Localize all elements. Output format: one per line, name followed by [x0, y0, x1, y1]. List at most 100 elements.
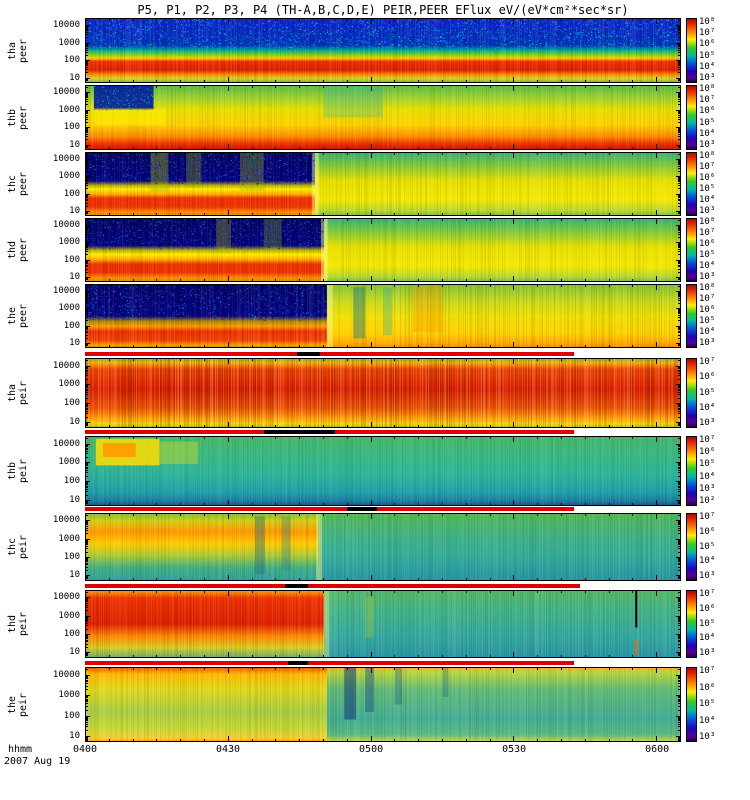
- y-tick-label: 100: [36, 711, 80, 721]
- colorbar-tick-label: 10⁷: [699, 590, 715, 599]
- y-tick-label: 100: [36, 476, 80, 486]
- colorbar-tick-label: 10⁷: [699, 29, 715, 38]
- colorbar-tick-label: 10⁴: [699, 130, 715, 139]
- y-tick-label: 10000: [36, 286, 80, 296]
- colorbar-tick-label: 10⁸: [699, 284, 715, 293]
- quality-flag-bar: [85, 352, 574, 356]
- colorbar-tick-label: 10⁵: [699, 185, 715, 194]
- colorbar-tick-label: 10⁴: [699, 404, 715, 413]
- colorbar-tick-label: 10⁶: [699, 240, 715, 249]
- colorbar-tick-label: 10⁵: [699, 119, 715, 128]
- colorbar-tick-label: 10⁶: [699, 605, 715, 614]
- panel-y-label: thd peer: [4, 218, 32, 282]
- y-tick-label: 100: [36, 398, 80, 408]
- x-tick-label: 0400: [73, 744, 97, 755]
- panel-y-label: thb peir: [4, 436, 32, 506]
- y-tick-label: 10: [36, 338, 80, 348]
- panel-y-label: thc peir: [4, 513, 32, 581]
- y-tick-label: 10000: [36, 670, 80, 680]
- quality-flag-mark: [285, 584, 309, 588]
- x-tick-label: 0600: [645, 744, 669, 755]
- colorbar: [686, 436, 697, 506]
- panel-y-label: tha peir: [4, 358, 32, 428]
- y-tick-label: 1000: [36, 457, 80, 467]
- colorbar: [686, 513, 697, 581]
- y-tick-label: 1000: [36, 379, 80, 389]
- colorbar: [686, 152, 697, 216]
- x-tick-label: 0530: [502, 744, 526, 755]
- colorbar-tick-label: 10⁸: [699, 152, 715, 161]
- colorbar-tick-label: 10⁴: [699, 634, 715, 643]
- spectrogram-canvas: [85, 85, 681, 150]
- y-tick-label: 1000: [36, 38, 80, 48]
- colorbar-tick-label: 10⁷: [699, 295, 715, 304]
- y-tick-label: 10000: [36, 439, 80, 449]
- x-axis-label: hhmm: [8, 744, 32, 755]
- x-tick-label: 0500: [359, 744, 383, 755]
- colorbar-tick-label: 10²: [699, 497, 715, 506]
- spectrogram-canvas: [85, 152, 681, 216]
- y-tick-label: 10000: [36, 515, 80, 525]
- colorbar: [686, 358, 697, 428]
- y-tick-label: 10: [36, 73, 80, 83]
- spectrogram-canvas: [85, 513, 681, 581]
- colorbar-tick-label: 10³: [699, 141, 715, 150]
- quality-flag-mark: [264, 430, 336, 434]
- colorbar-tick-label: 10⁷: [699, 96, 715, 105]
- y-tick-label: 10: [36, 140, 80, 150]
- colorbar-tick-label: 10³: [699, 572, 715, 581]
- colorbar-tick-label: 10⁷: [699, 667, 715, 676]
- y-tick-label: 1000: [36, 690, 80, 700]
- colorbar-tick-label: 10⁷: [699, 358, 715, 367]
- colorbar: [686, 284, 697, 348]
- colorbar-tick-label: 10⁵: [699, 317, 715, 326]
- colorbar-tick-label: 10³: [699, 733, 715, 742]
- spectrogram-canvas: [85, 218, 681, 282]
- spectrogram-figure: P5, P1, P2, P3, P4 (TH-A,B,C,D,E) PEIR,P…: [0, 0, 750, 800]
- y-tick-label: 100: [36, 321, 80, 331]
- colorbar-tick-label: 10³: [699, 649, 715, 658]
- colorbar-tick-label: 10⁷: [699, 229, 715, 238]
- quality-flag-mark: [288, 661, 309, 665]
- colorbar-tick-label: 10⁴: [699, 262, 715, 271]
- spectrogram-canvas: [85, 18, 681, 83]
- y-tick-label: 1000: [36, 611, 80, 621]
- colorbar-tick-label: 10⁵: [699, 251, 715, 260]
- colorbar-tick-label: 10⁵: [699, 700, 715, 709]
- colorbar-tick-label: 10⁴: [699, 63, 715, 72]
- y-tick-label: 10: [36, 206, 80, 216]
- y-tick-label: 100: [36, 55, 80, 65]
- colorbar-tick-label: 10⁴: [699, 328, 715, 337]
- colorbar-tick-label: 10⁴: [699, 717, 715, 726]
- quality-flag-mark: [297, 352, 321, 356]
- colorbar-tick-label: 10⁶: [699, 684, 715, 693]
- colorbar-tick-label: 10⁸: [699, 85, 715, 94]
- colorbar-tick-label: 10⁴: [699, 557, 715, 566]
- date-label: 2007 Aug 19: [4, 756, 70, 767]
- y-tick-label: 10000: [36, 592, 80, 602]
- y-tick-label: 10: [36, 417, 80, 427]
- y-tick-label: 1000: [36, 237, 80, 247]
- colorbar-tick-label: 10⁶: [699, 528, 715, 537]
- colorbar: [686, 18, 697, 83]
- colorbar-tick-label: 10⁶: [699, 306, 715, 315]
- y-tick-label: 1000: [36, 534, 80, 544]
- colorbar-tick-label: 10⁵: [699, 460, 715, 469]
- y-tick-label: 10000: [36, 20, 80, 30]
- y-tick-label: 10: [36, 570, 80, 580]
- colorbar-tick-label: 10⁶: [699, 40, 715, 49]
- y-tick-label: 100: [36, 122, 80, 132]
- colorbar-tick-label: 10⁵: [699, 52, 715, 61]
- colorbar-tick-label: 10⁶: [699, 373, 715, 382]
- panel-y-label: thd peir: [4, 590, 32, 658]
- colorbar-tick-label: 10⁵: [699, 620, 715, 629]
- panel-y-label: thb peer: [4, 85, 32, 150]
- y-tick-label: 1000: [36, 171, 80, 181]
- y-tick-label: 100: [36, 189, 80, 199]
- plot-title: P5, P1, P2, P3, P4 (TH-A,B,C,D,E) PEIR,P…: [85, 3, 681, 17]
- panel-y-label: the peer: [4, 284, 32, 348]
- y-tick-label: 10000: [36, 87, 80, 97]
- panel-y-label: thc peer: [4, 152, 32, 216]
- colorbar-tick-label: 10⁵: [699, 389, 715, 398]
- colorbar-tick-label: 10⁸: [699, 18, 715, 27]
